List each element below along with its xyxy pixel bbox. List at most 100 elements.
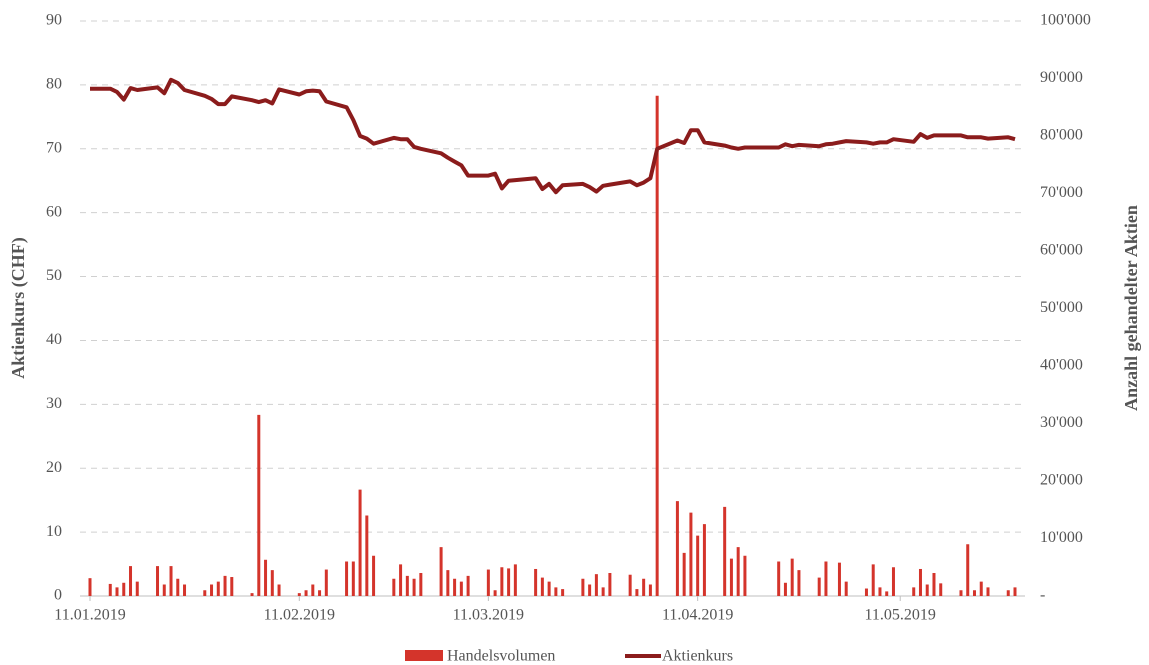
y-tick-label: 40 [46,331,62,348]
volume-bar [642,578,646,596]
volume-bar [115,587,119,596]
y2-tick-label: 60'000 [1040,242,1083,259]
volume-bar [547,581,551,596]
volume-bar [783,582,787,596]
volume-bar [790,558,794,596]
y2-tick-label: 10'000 [1040,529,1083,546]
volume-bar [500,567,504,596]
volume-bar [270,570,274,596]
volume-bar [979,581,983,596]
volume-bar [318,590,322,596]
volume-bar [135,581,139,596]
volume-bar [507,568,511,596]
y-tick-label: 10 [46,523,62,540]
volume-bar [203,590,207,596]
volume-bar [439,547,443,596]
legend-swatch [405,650,443,661]
legend-label: Handelsvolumen [447,648,555,665]
x-tick-label: 11.01.2019 [54,607,125,624]
volume-bar [682,552,686,596]
volume-bar [797,570,801,596]
x-tick-label: 11.05.2019 [865,607,936,624]
volume-bar [932,573,936,596]
volume-bar [588,584,592,596]
y-tick-label: 70 [46,139,62,156]
volume-bar [358,489,362,596]
volume-bar [655,95,659,596]
volume-bar [864,588,868,596]
volume-bar [925,584,929,596]
volume-bar [493,590,497,596]
y-tick-label: 90 [46,12,62,29]
y2-tick-label: - [1040,587,1045,604]
volume-bar [162,584,166,596]
y-tick-label: 0 [54,587,62,604]
y2-tick-label: 100'000 [1040,12,1091,29]
volume-bar [129,566,133,596]
volume-bar [412,578,416,596]
volume-bar [675,501,679,596]
volume-bar [1006,590,1010,596]
volume-bar [723,506,727,596]
volume-bar [351,561,355,596]
volume-bar [399,564,403,596]
volume-bar [777,561,781,596]
legend-label: Aktienkurs [662,648,733,665]
volume-bar [912,587,916,596]
x-tick-label: 11.04.2019 [662,607,733,624]
volume-bar [891,567,895,596]
volume-bar [446,570,450,596]
volume-bar [1013,587,1017,596]
volume-bar [223,575,227,596]
volume-bar [689,512,693,596]
volume-bar [257,414,261,596]
volume-bar [277,584,281,596]
volume-bar [324,569,328,596]
volume-bar [156,566,160,596]
volume-bar [878,587,882,596]
y2-axis-title: Anzahl gehandelter Aktien [1121,205,1141,411]
volume-bar [837,562,841,596]
y2-tick-label: 50'000 [1040,299,1083,316]
volume-bar [169,566,173,596]
volume-bar [554,587,558,596]
volume-bar [561,589,565,596]
volume-bar [871,564,875,596]
y-tick-label: 80 [46,76,62,93]
volume-bar [594,574,598,596]
volume-bar [372,555,376,596]
volume-bar [365,515,369,596]
volume-bar [608,573,612,596]
volume-bar [230,577,234,596]
volume-bar [453,578,457,596]
volume-bar [966,544,970,596]
volume-bar [844,581,848,596]
y2-tick-label: 30'000 [1040,414,1083,431]
volume-bar [311,584,315,596]
volume-bar [176,578,180,596]
price-line [90,77,1016,195]
volume-bar [250,593,254,596]
volume-bar [972,590,976,596]
y-tick-label: 60 [46,203,62,220]
x-tick-label: 11.03.2019 [453,607,524,624]
y-tick-label: 20 [46,459,62,476]
volume-bar [392,578,396,596]
volume-bar [628,574,632,596]
volume-bar [513,564,517,596]
volume-bar [534,568,538,596]
volume-bar [183,584,187,596]
volume-bar [918,568,922,596]
volume-bar [345,561,349,596]
volume-bar [696,535,700,596]
volume-bar [743,555,747,596]
volume-bar [817,577,821,596]
volume-bar [540,577,544,596]
volume-bar [297,593,301,596]
volume-bar [304,590,308,596]
volume-bar [959,590,963,596]
volume-bar [702,524,706,596]
volume-bar [459,581,463,596]
volume-bar [885,591,889,596]
